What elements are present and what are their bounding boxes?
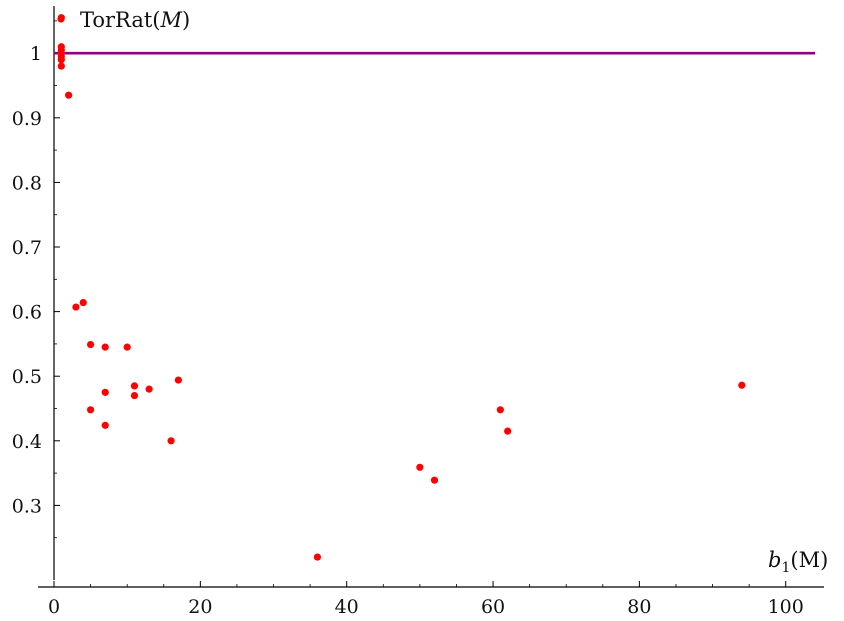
x-tick-label: 20 xyxy=(188,596,212,618)
data-point xyxy=(313,553,322,561)
x-axis-label-main: b xyxy=(768,548,781,572)
legend-label: TorRat(M) xyxy=(80,8,190,32)
x-tick-label: 60 xyxy=(481,596,505,618)
legend: TorRat(M) xyxy=(57,8,190,32)
data-point xyxy=(101,388,109,396)
y-tick-label: 0.4 xyxy=(12,431,42,453)
x-axis-label: b1(M) xyxy=(768,548,828,576)
axes: 0 20 40 60 80 100 0.3 0.4 0.5 0.6 0.7 0.8 0.9 1 xyxy=(12,6,824,618)
data-point xyxy=(504,427,512,435)
x-axis-label-suffix: (M) xyxy=(790,548,828,572)
data-points xyxy=(57,14,746,561)
data-point xyxy=(123,343,131,351)
data-point xyxy=(430,476,439,484)
y-tick-label: 0.8 xyxy=(12,172,42,194)
data-point xyxy=(496,406,504,414)
data-point xyxy=(130,382,139,390)
data-point xyxy=(174,376,182,384)
legend-label-suffix: ) xyxy=(182,8,190,32)
data-point xyxy=(79,298,87,307)
data-point xyxy=(72,303,80,311)
y-tick-label: 0.3 xyxy=(12,495,42,517)
data-point xyxy=(101,343,109,351)
data-point xyxy=(57,56,65,64)
data-point xyxy=(86,340,95,349)
x-tick-label: 80 xyxy=(627,596,651,618)
legend-label-italic: M xyxy=(160,8,183,32)
y-tick-label: 0.6 xyxy=(12,302,42,324)
y-tick-label: 0.9 xyxy=(12,108,42,130)
data-point xyxy=(167,437,175,445)
data-point xyxy=(130,391,139,400)
x-tick-label: 0 xyxy=(48,596,60,618)
data-point xyxy=(416,463,424,471)
x-tick-label: 40 xyxy=(335,596,359,618)
y-tick-label: 0.7 xyxy=(12,237,42,259)
data-point xyxy=(101,421,109,429)
data-point xyxy=(86,406,95,414)
data-point xyxy=(145,385,153,393)
y-tick-label: 1 xyxy=(30,43,42,65)
x-axis-label-sub: 1 xyxy=(781,560,790,576)
data-point xyxy=(57,62,65,70)
x-tick-label: 100 xyxy=(768,596,804,618)
y-tick-label: 0.5 xyxy=(12,366,42,388)
legend-label-text: TorRat( xyxy=(80,8,161,32)
data-point xyxy=(738,381,746,389)
data-point xyxy=(65,91,73,99)
legend-marker xyxy=(57,15,65,23)
